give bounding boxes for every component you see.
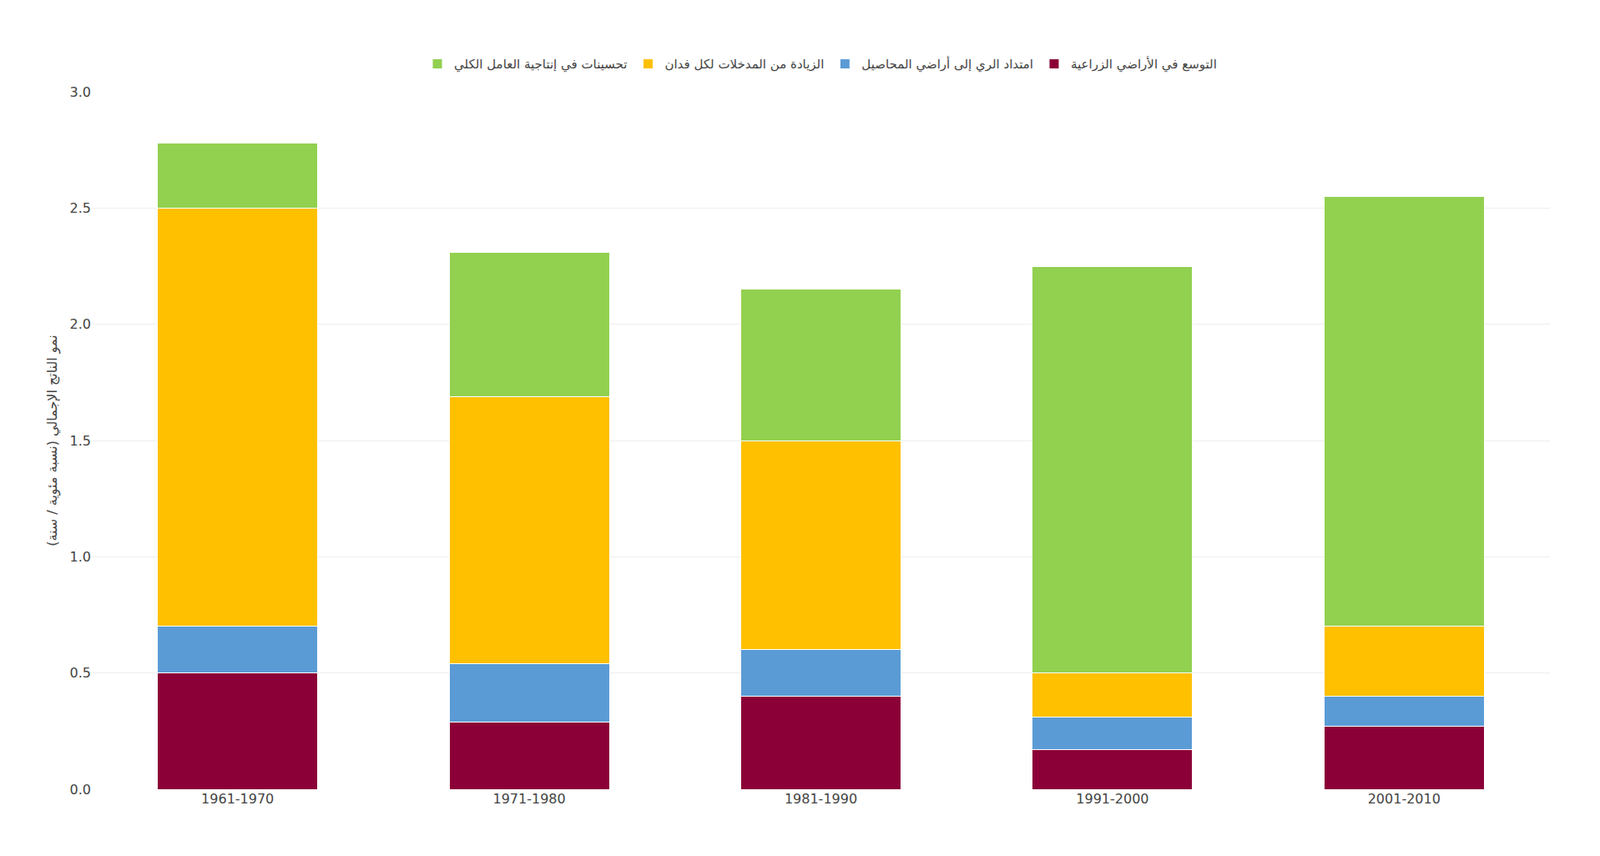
svg-text:2.0: 2.0 [70, 316, 91, 333]
svg-text:نمو الناتج الإجمالي (نسبة مئوي: نمو الناتج الإجمالي (نسبة مئوية / سنة) [44, 334, 61, 547]
svg-text:1961-1970: 1961-1970 [201, 791, 274, 808]
svg-text:الزيادة من المدخلات لكل فدان: الزيادة من المدخلات لكل فدان [664, 56, 824, 72]
svg-text:0.0: 0.0 [70, 782, 91, 798]
svg-text:1971-1980: 1971-1980 [492, 791, 566, 808]
svg-text:تحسينات في إنتاجية العامل الكل: تحسينات في إنتاجية العامل الكلي [454, 56, 627, 73]
svg-text:التوسع في الأراضي الزراعية: التوسع في الأراضي الزراعية [1070, 55, 1217, 73]
svg-text:1981-1990: 1981-1990 [784, 791, 858, 808]
svg-text:1.5: 1.5 [70, 433, 91, 450]
svg-text:0.5: 0.5 [70, 665, 91, 682]
svg-text:3.0: 3.0 [70, 84, 91, 101]
svg-text:2001-2010: 2001-2010 [1367, 791, 1441, 808]
svg-text:2.5: 2.5 [70, 200, 91, 217]
svg-text:امتداد الري إلى أراضي المحاصيل: امتداد الري إلى أراضي المحاصيل [861, 55, 1034, 73]
svg-text:1.0: 1.0 [70, 549, 91, 566]
svg-text:1991-2000: 1991-2000 [1075, 791, 1149, 808]
